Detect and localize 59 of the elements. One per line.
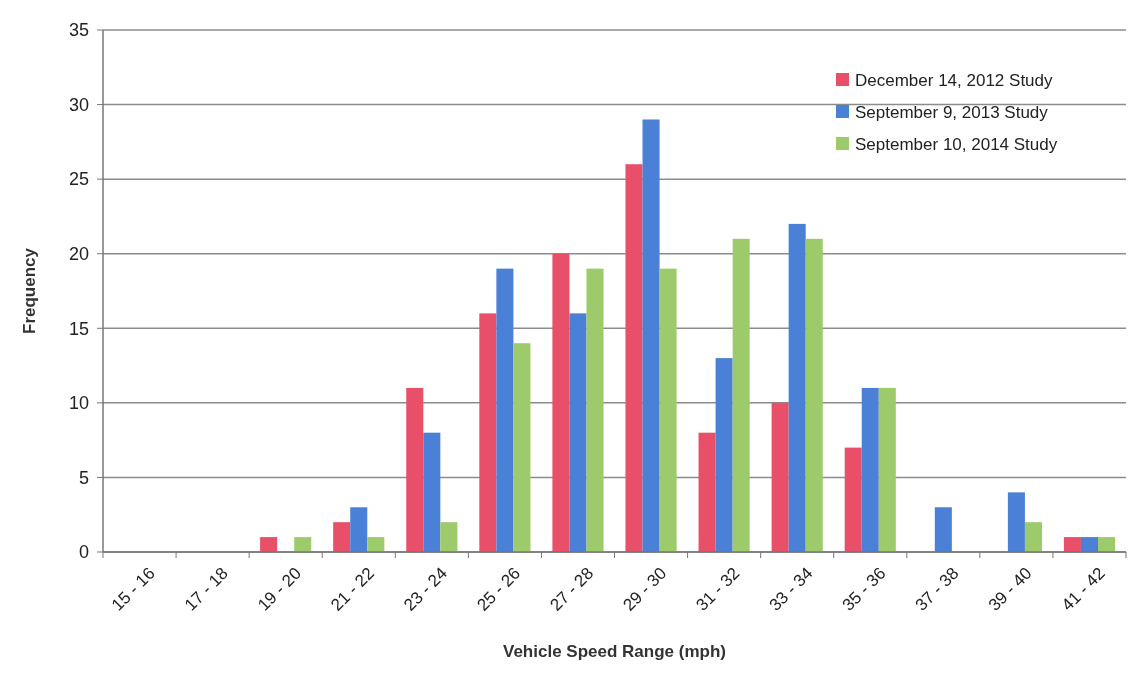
bar <box>771 402 789 552</box>
x-tick-label: 29 - 30 <box>619 563 671 615</box>
x-tick-label: 27 - 28 <box>546 563 598 615</box>
bar <box>805 238 823 552</box>
y-axis-title: Frequency <box>20 247 39 334</box>
y-tick-label: 25 <box>68 169 89 190</box>
bar <box>1063 537 1081 552</box>
bar <box>406 387 424 552</box>
bar <box>1007 492 1025 552</box>
bar <box>625 164 643 552</box>
y-tick-label: 15 <box>68 318 89 339</box>
bar <box>586 268 604 552</box>
y-tick-label: 30 <box>68 94 89 115</box>
bar <box>1097 537 1116 552</box>
bar <box>423 432 441 552</box>
bar <box>861 387 879 552</box>
bar <box>552 253 570 552</box>
x-tick-label: 33 - 34 <box>765 563 817 615</box>
bar <box>642 119 660 552</box>
bar <box>715 358 733 552</box>
x-tick-label: 15 - 16 <box>107 563 159 615</box>
bar <box>878 387 896 552</box>
x-tick-label: 19 - 20 <box>254 563 305 615</box>
bar <box>1024 522 1042 552</box>
x-tick-label: 35 - 36 <box>838 563 890 615</box>
legend-label: December 14, 2012 Study <box>855 70 1054 90</box>
x-tick-label: 21 - 22 <box>327 563 378 615</box>
bar <box>333 522 351 552</box>
bar <box>260 537 278 552</box>
y-tick-label: 20 <box>68 244 89 265</box>
bar <box>732 238 750 552</box>
y-tick-label: 5 <box>78 467 89 488</box>
bar <box>659 268 677 552</box>
bar <box>440 522 458 552</box>
bar <box>294 537 312 552</box>
x-tick-label: 41 - 42 <box>1057 563 1109 615</box>
x-tick-label: 17 - 18 <box>180 563 232 615</box>
y-tick-label: 35 <box>68 20 89 41</box>
x-tick-label: 39 - 40 <box>984 563 1036 615</box>
bar <box>496 268 514 552</box>
bar <box>788 223 806 552</box>
y-tick-label: 10 <box>68 393 89 414</box>
bar <box>569 313 587 552</box>
legend-label: September 9, 2013 Study <box>855 102 1049 122</box>
bar <box>479 313 497 552</box>
x-tick-label: 23 - 24 <box>400 563 452 615</box>
bar <box>698 432 716 552</box>
bar <box>350 507 368 552</box>
x-tick-label: 37 - 38 <box>911 563 963 615</box>
bar <box>934 507 952 552</box>
legend-label: September 10, 2014 Study <box>855 134 1058 154</box>
bar <box>367 537 385 552</box>
x-axis-title: Vehicle Speed Range (mph) <box>503 642 726 661</box>
x-tick-label: 25 - 26 <box>473 563 525 615</box>
y-tick-label: 0 <box>78 542 89 563</box>
x-tick-label: 31 - 32 <box>692 563 744 615</box>
bar <box>513 343 531 552</box>
bar <box>1080 537 1098 552</box>
bar <box>844 447 862 552</box>
